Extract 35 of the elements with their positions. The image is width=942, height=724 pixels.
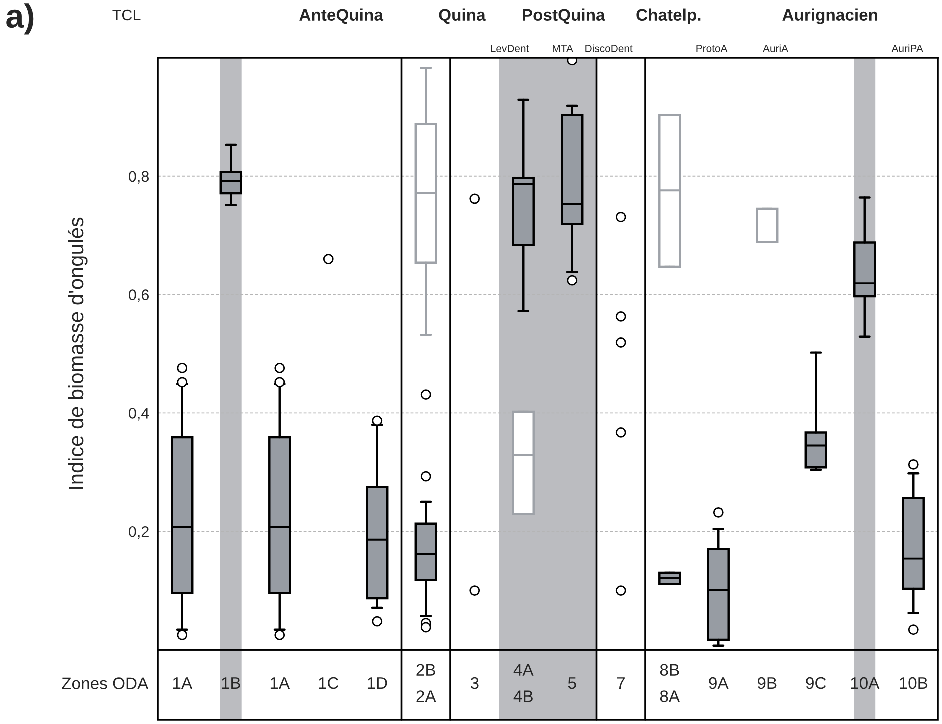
y-tick-label: 0,6: [129, 290, 149, 302]
text: Aurignacien: [782, 8, 878, 24]
text: LevDent: [491, 45, 530, 52]
x-tick-label: 5: [568, 678, 576, 690]
y-tick-label: 0,2: [129, 526, 149, 540]
x-tick-label: 1B: [222, 678, 240, 690]
x-tick-label: 1D: [368, 678, 388, 690]
text: TCL: [112, 10, 141, 21]
y-axis-title: Indice de biomasse d'ongulés: [68, 218, 88, 489]
text: PostQuina: [523, 8, 606, 24]
x-tick-label: 4A 4B: [514, 664, 534, 702]
text: MTA: [553, 45, 574, 52]
x-tick-label: 8B 8A: [660, 664, 680, 702]
text: Chatelp.: [636, 8, 701, 24]
text: DiscoDent: [586, 44, 633, 52]
x-tick-label: 9A: [709, 677, 729, 690]
text: Quina: [439, 8, 486, 24]
text: AuriA: [763, 44, 788, 52]
x-tick-label: 2B 2A: [416, 664, 436, 702]
text: AuriPA: [892, 44, 924, 52]
y-tick-label: 0,8: [129, 171, 150, 184]
x-tick-label: 1C: [319, 677, 339, 690]
x-tick-label: 7: [617, 678, 625, 690]
x-tick-label: 1A: [270, 678, 290, 690]
chart-title: a): [6, 4, 34, 35]
x-axis-title: Zones ODA: [62, 678, 149, 690]
x-tick-label: 1A: [173, 678, 193, 690]
x-tick-label: 3: [470, 677, 479, 690]
text: ProtoA: [696, 45, 728, 52]
x-tick-label: 9B: [758, 677, 777, 690]
x-tick-label: 10B: [900, 677, 928, 690]
x-tick-label: 9C: [806, 677, 826, 690]
text: AnteQuina: [300, 8, 384, 24]
y-tick-label: 0,4: [129, 408, 150, 421]
x-tick-label: 10A: [851, 677, 880, 690]
